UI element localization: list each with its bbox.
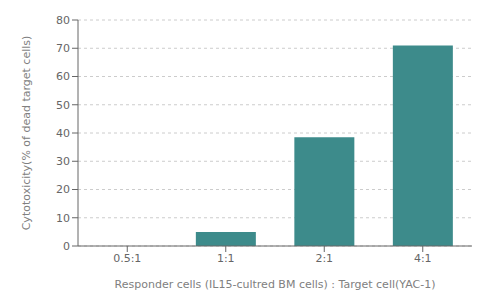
svg-text:70: 70 [56,42,70,55]
svg-text:1:1: 1:1 [217,252,235,265]
svg-text:50: 50 [56,99,70,112]
svg-text:Responder cells (IL15-cultred: Responder cells (IL15-cultred BM cells) … [115,278,436,291]
svg-text:40: 40 [56,127,70,140]
svg-text:2:1: 2:1 [315,252,333,265]
svg-text:10: 10 [56,212,70,225]
svg-text:0.5:1: 0.5:1 [113,252,141,265]
svg-text:60: 60 [56,70,70,83]
svg-text:4:1: 4:1 [414,252,432,265]
svg-text:0: 0 [63,240,70,253]
svg-text:Cytotoxicity(% of dead target: Cytotoxicity(% of dead target cells) [20,36,33,231]
svg-text:30: 30 [56,155,70,168]
svg-text:20: 20 [56,183,70,196]
svg-text:80: 80 [56,14,70,27]
